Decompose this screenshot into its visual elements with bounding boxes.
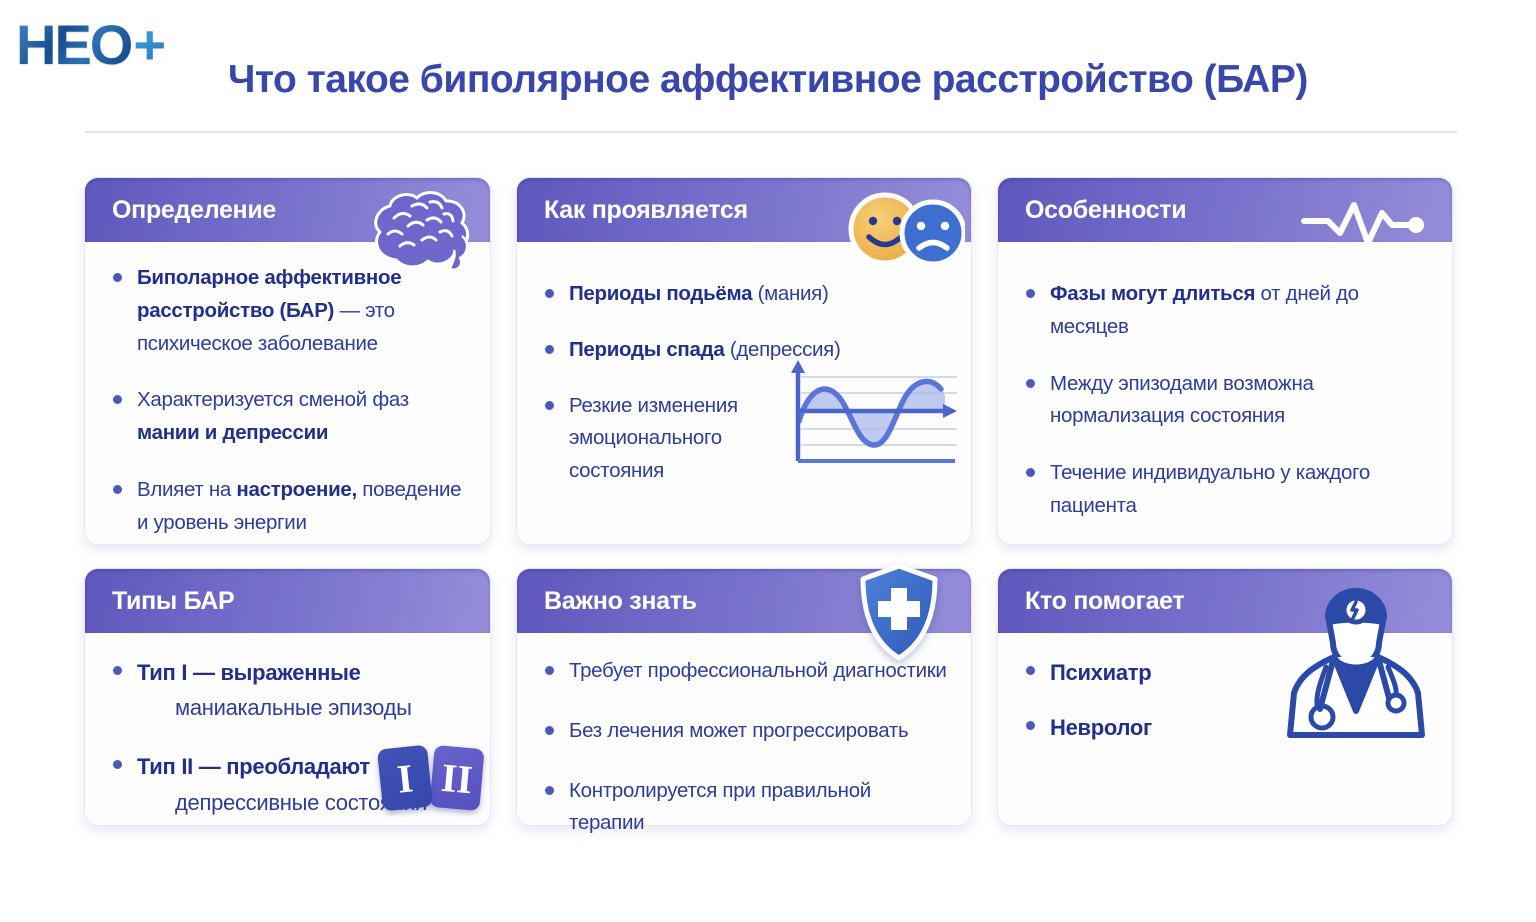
bullet-text: Характеризуется сменой фаз мании и депре… [137, 388, 409, 445]
bullet-item: Требует профессиональной диагностики [545, 655, 947, 688]
bullet-list: Психиатр Невролог [1026, 655, 1428, 745]
card-title: Определение [112, 195, 277, 224]
happy-sad-faces-icon [848, 192, 965, 267]
bullet-list: Фазы могут длиться от дней до месяцев Меж… [1026, 278, 1428, 523]
bullet-item: Влияет на настроение, поведение и уровен… [113, 474, 466, 540]
bullet-text: Фазы могут длиться от дней до месяцев [1050, 282, 1359, 338]
bullet-list: Биполарное аффективное расстройство (БАР… [113, 262, 466, 540]
title-divider [85, 131, 1457, 133]
card-who-helps: Кто помогает Психиатр Невролог [997, 568, 1453, 826]
bullet-text: Без лечения может прогрессировать [569, 718, 909, 742]
bullet-dot-icon [1026, 468, 1035, 478]
bullet-list: Требует профессиональной диагностики Без … [545, 655, 947, 840]
bullet-text: Биполарное аффективное расстройство (БАР… [137, 266, 402, 355]
card-features: Особенности Фазы могут длиться от дней д… [997, 177, 1453, 545]
bullet-dot-icon [545, 666, 554, 675]
bullet-item: Течение индивидуально у каждого пациента [1026, 457, 1428, 523]
bullet-dot-icon [113, 484, 122, 494]
bullet-item: Контролируется при правильной терапии [545, 775, 947, 841]
card-types: Типы БАР Тип I — выраженные маниакальные … [84, 568, 491, 826]
card-who-helps-body: Психиатр Невролог [998, 633, 1452, 745]
card-features-header: Особенности [998, 178, 1452, 246]
neo-plus-logo: НЕО + [16, 12, 166, 77]
bullet-text: Тип I — выраженные маниакальные эпизоды [137, 660, 412, 721]
bullet-item: Невролог [1026, 710, 1428, 745]
card-title: Кто помогает [1025, 586, 1185, 615]
cards-grid: Определение Биполарное аффективное расст… [84, 177, 1453, 834]
card-definition-body: Биполарное аффективное расстройство (БАР… [85, 242, 490, 540]
card-important: Важно знать Требует профессиональной диа… [516, 563, 972, 834]
bullet-dot-icon [1026, 666, 1035, 675]
brain-icon [374, 191, 470, 271]
bullet-text: Периоды подьёма (мания) [569, 282, 829, 305]
bullet-text: Невролог [1050, 715, 1152, 741]
doctor-icon [1287, 588, 1425, 738]
bullet-text: Периоды спада (депрессия) [569, 337, 841, 361]
bullet-item: Без лечения может прогрессировать [545, 715, 947, 748]
bullet-text: Резкие изменения эмоционального состояни… [569, 393, 738, 483]
card-title: Особенности [1025, 195, 1187, 224]
bullet-dot-icon [113, 666, 122, 675]
logo-plus: + [133, 13, 166, 76]
card-title: Как проявляется [544, 195, 748, 224]
bullet-item: Характеризуется сменой фаз мании и депре… [113, 384, 466, 450]
bullet-dot-icon [545, 289, 554, 298]
type-two-badge: II [429, 744, 485, 812]
card-definition: Определение Биполарное аффективное расст… [84, 177, 491, 545]
bullet-item: Периоды спада (депрессия) [545, 334, 947, 367]
bullet-dot-icon [545, 725, 554, 735]
mood-wave-chart [791, 360, 957, 463]
card-title: Типы БАР [112, 586, 235, 615]
card-manifestation: Как проявляется Периоды подьёма (мания) П… [516, 177, 972, 545]
bullet-item: Биполарное аффективное расстройство (БАР… [113, 262, 466, 360]
bullet-text: Течение индивидуально у каждого пациента [1050, 461, 1370, 517]
bullet-list: Периоды подьёма (мания) Периоды спада (де… [545, 278, 947, 488]
bullet-text: Между эпизодами возможна нормализация со… [1050, 371, 1314, 428]
page-title: Что такое биполярное аффективное расстро… [228, 58, 1308, 101]
type-one-badge: I [376, 744, 434, 812]
bullet-dot-icon [113, 760, 122, 770]
card-manifestation-body: Периоды подьёма (мания) Периоды спада (де… [517, 242, 971, 488]
bullet-text: Требует профессиональной диагностики [569, 659, 947, 682]
bullet-dot-icon [1026, 378, 1035, 388]
card-important-body: Требует профессиональной диагностики Без … [517, 633, 971, 840]
card-features-body: Фазы могут длиться от дней до месяцев Меж… [998, 242, 1452, 523]
card-title: Важно знать [544, 586, 697, 615]
bullet-text: Влияет на настроение, поведение и уровен… [137, 477, 462, 534]
card-types-header: Типы БАР [85, 569, 490, 633]
bullet-dot-icon [113, 273, 122, 282]
bullet-text: Контролируется при правильной терапии [569, 778, 871, 835]
bullet-item: Резкие изменения эмоционального состояни… [545, 390, 947, 488]
bullet-item: Фазы могут длиться от дней до месяцев [1026, 278, 1428, 344]
logo-text: НЕО [16, 13, 133, 76]
shield-cross-icon [860, 563, 938, 661]
bullet-dot-icon [545, 344, 554, 354]
bullet-item: Между эпизодами возможна нормализация со… [1026, 368, 1428, 434]
pulse-line-icon [1301, 202, 1424, 246]
bullet-item: Тип I — выраженные маниакальные эпизоды [113, 655, 466, 725]
bullet-item: Психиатр [1026, 655, 1428, 690]
bullet-text: Психиатр [1050, 660, 1152, 685]
bullet-dot-icon [545, 785, 554, 795]
bullet-dot-icon [1026, 721, 1035, 731]
type-badges-icon: I II [376, 744, 485, 812]
bullet-dot-icon [545, 400, 554, 410]
bullet-dot-icon [1026, 289, 1035, 298]
bullet-dot-icon [113, 395, 122, 405]
bullet-item: Периоды подьёма (мания) [545, 278, 947, 311]
